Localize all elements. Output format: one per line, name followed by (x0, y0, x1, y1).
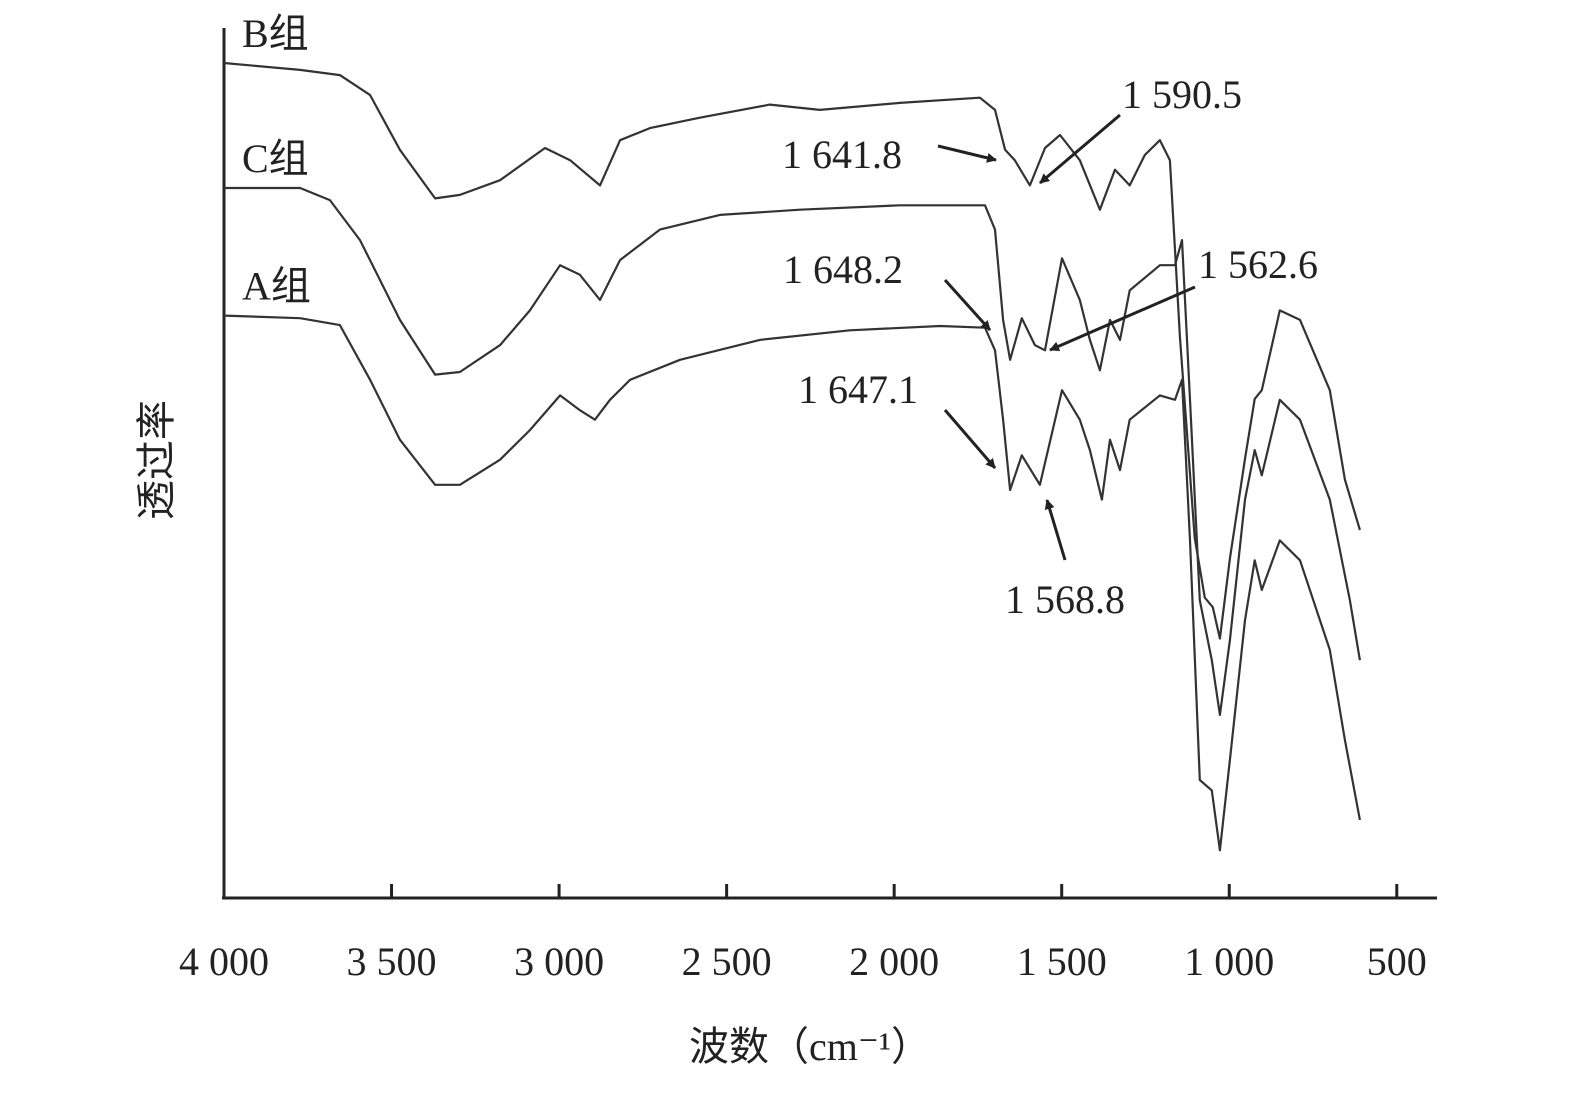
x-tick-label: 1 000 (1184, 939, 1274, 984)
x-tick-label: 3 000 (514, 939, 604, 984)
x-tick-label: 500 (1367, 939, 1427, 984)
x-tick-label: 2 500 (682, 939, 772, 984)
x-axis-label: 波数（cm⁻¹） (689, 1024, 931, 1069)
x-tick-label: 2 000 (849, 939, 939, 984)
x-tick-label: 4 000 (179, 939, 269, 984)
annotation: 1 648.2 (783, 247, 903, 292)
annotation-arrow (943, 409, 997, 469)
x-tick-label: 3 500 (347, 939, 437, 984)
annotation-arrow (1039, 113, 1121, 185)
annotation: 1 647.1 (798, 367, 918, 412)
series-label: B组 (242, 11, 309, 56)
annotation-arrow (937, 144, 997, 163)
annotation-arrow (943, 278, 992, 332)
series-label: A组 (242, 264, 311, 309)
y-axis-label: 透过率 (134, 400, 179, 520)
x-tick-label: 1 500 (1017, 939, 1107, 984)
annotation: 1 641.8 (782, 132, 902, 177)
annotation: 1 590.5 (1122, 72, 1242, 117)
spectrum-line (224, 186, 1361, 716)
spectrum-line (223, 61, 1361, 640)
spectrum-line (223, 314, 1361, 852)
annotation: 1 562.6 (1198, 242, 1318, 287)
annotation: 1 568.8 (1005, 577, 1125, 622)
annotation-arrow (1044, 499, 1067, 561)
annotation-arrow (1049, 285, 1196, 352)
series-label: C组 (242, 136, 309, 181)
